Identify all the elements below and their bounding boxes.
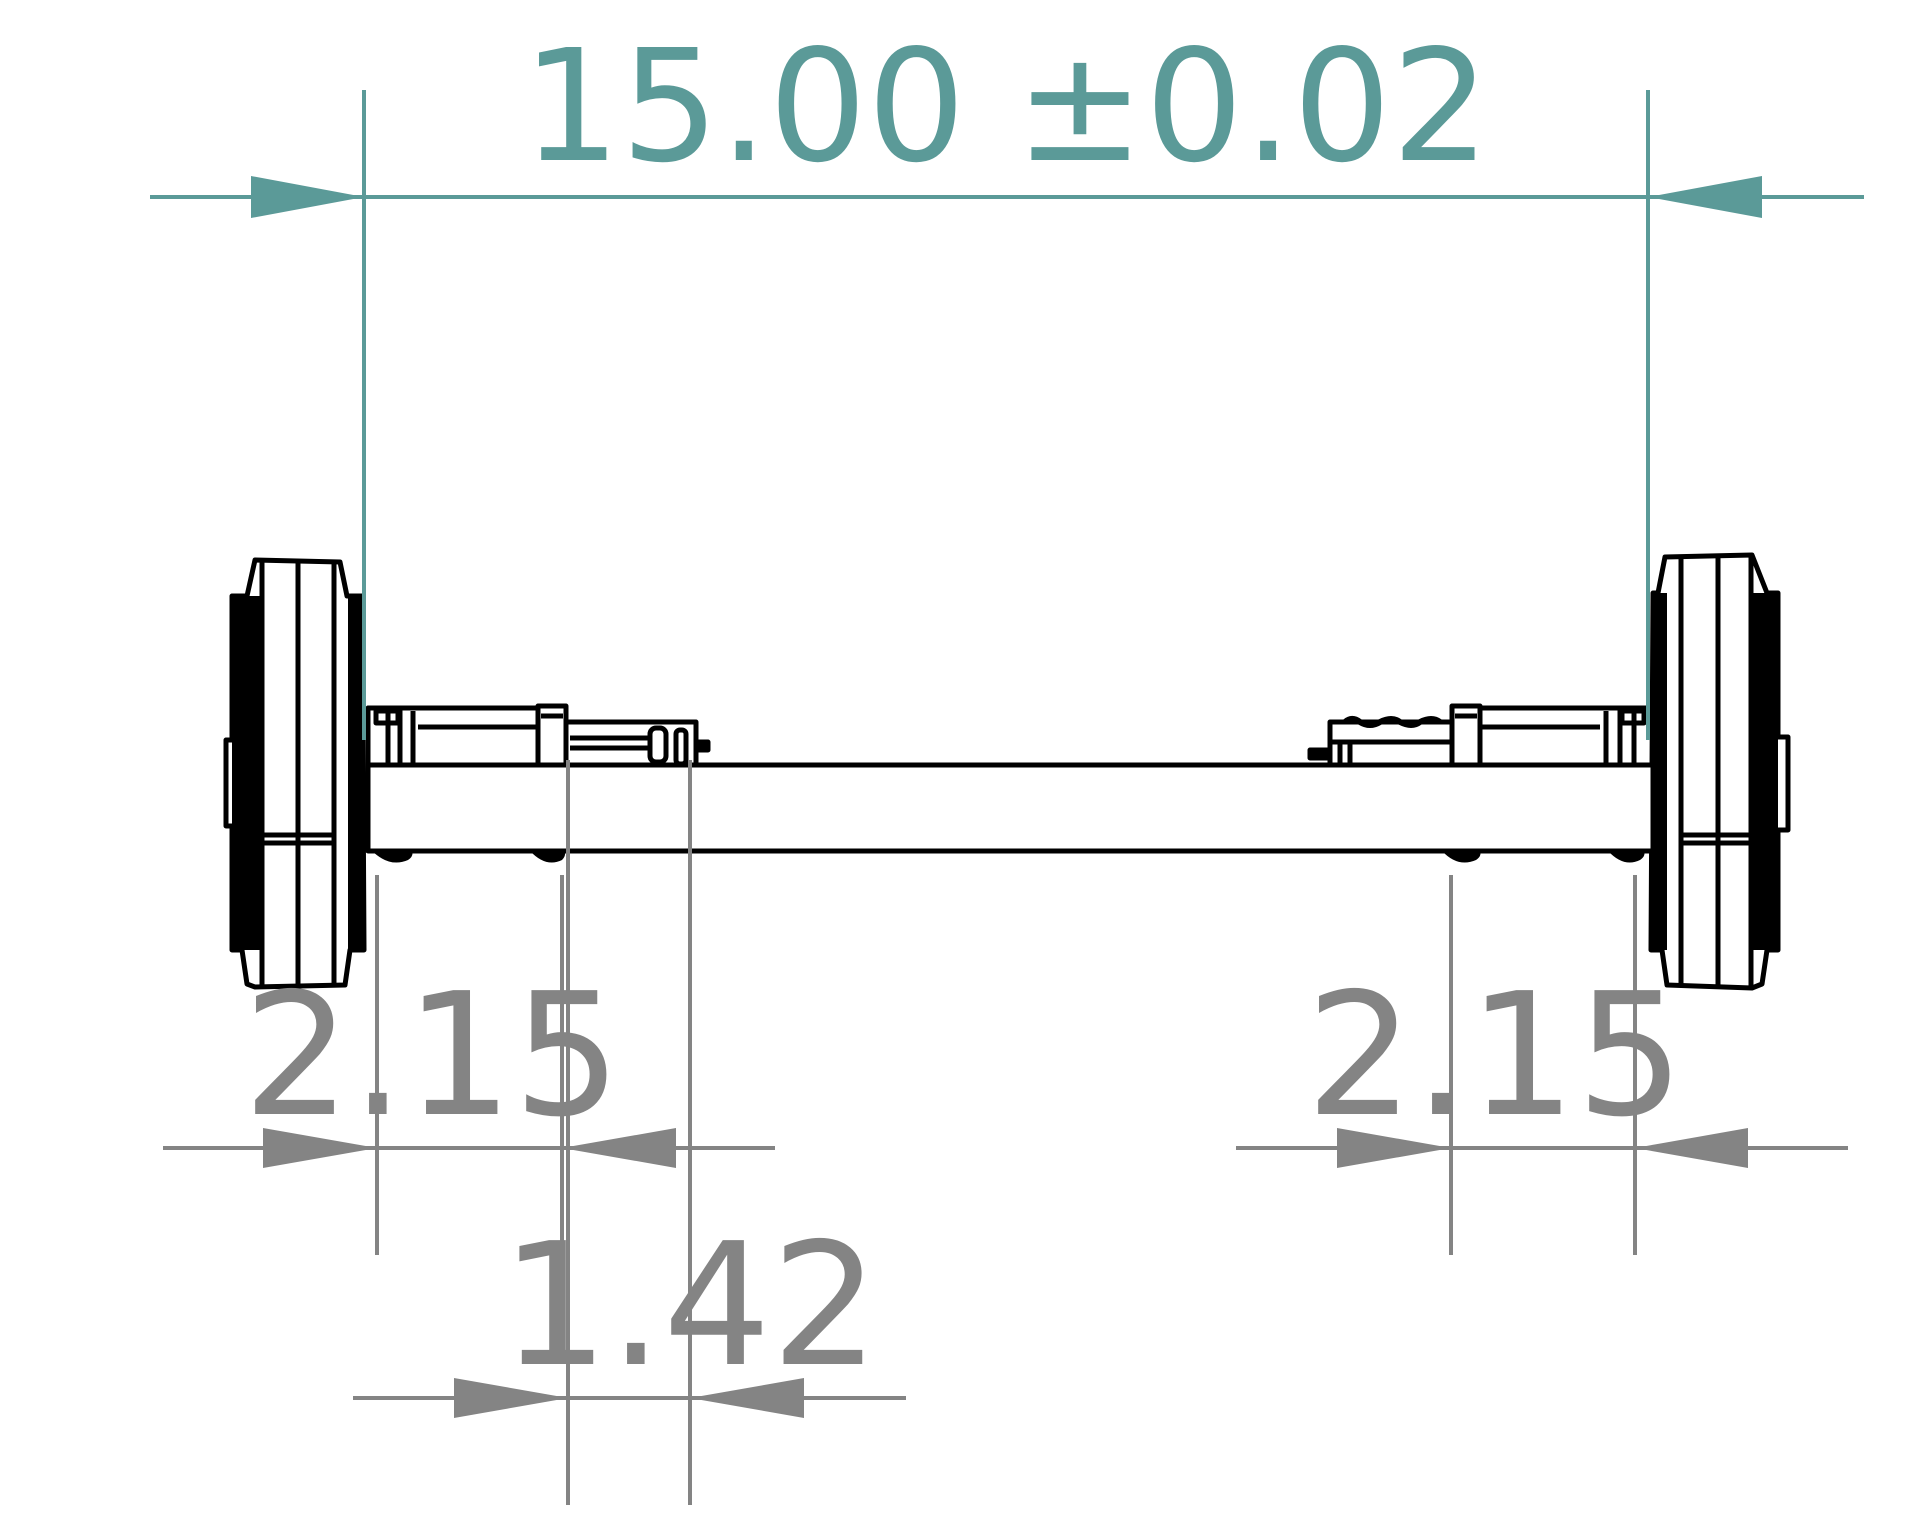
hub-width-dimension <box>353 760 906 1505</box>
arrowhead-right <box>1648 176 1762 218</box>
hub-width-label: 1.42 <box>501 1207 880 1405</box>
overall-width-label: 15.00 ±0.02 <box>522 16 1490 197</box>
axle-assembly <box>223 552 1791 991</box>
arrowhead-right <box>562 1128 676 1168</box>
arrowhead-right <box>690 1378 804 1418</box>
right-wheel <box>1648 552 1791 991</box>
arrowhead-left <box>251 176 364 218</box>
right-offset-dimension <box>1236 875 1848 1255</box>
left-offset-label: 2.15 <box>243 957 622 1155</box>
left-offset-dimension <box>163 875 775 1255</box>
axle-shaft <box>365 762 1656 863</box>
right-hub-assembly <box>1307 703 1656 768</box>
left-wheel <box>223 557 367 990</box>
overall-width-dimension <box>150 90 1864 740</box>
right-offset-label: 2.15 <box>1306 957 1685 1155</box>
arrowhead-right <box>1635 1128 1748 1168</box>
arrowhead-left <box>263 1128 377 1168</box>
arrowhead-left <box>1337 1128 1451 1168</box>
arrowhead-left <box>454 1378 568 1418</box>
left-hub-assembly <box>365 703 711 768</box>
